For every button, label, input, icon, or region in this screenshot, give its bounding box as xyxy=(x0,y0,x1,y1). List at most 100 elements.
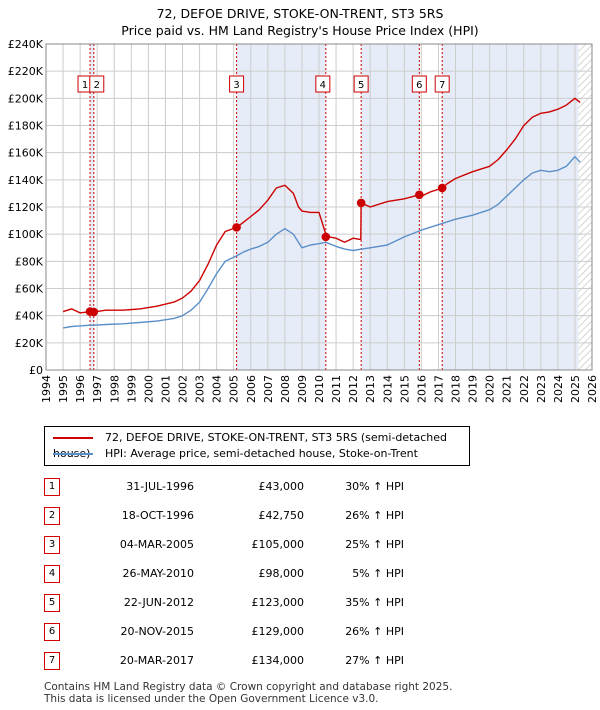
legend-item-hpi: HPI: Average price, semi-detached house,… xyxy=(53,446,418,462)
sale-price-cell: £105,000 xyxy=(194,530,305,559)
sale-label-box: 5 xyxy=(353,75,369,93)
x-tick-label: 2024 xyxy=(552,375,565,403)
x-tick-label: 1999 xyxy=(125,375,138,403)
y-tick-label: £40K xyxy=(15,310,44,323)
y-tick-label: £200K xyxy=(8,92,44,105)
sale-hpi-change-cell: 27% ↑ HPI xyxy=(304,646,404,675)
chart-title: 72, DEFOE DRIVE, STOKE-ON-TRENT, ST3 5RS… xyxy=(0,5,600,39)
sale-price: £98,000 xyxy=(258,567,305,580)
sale-label-number: 1 xyxy=(82,80,88,91)
sale-date-cell: 20-MAR-2017 xyxy=(84,646,194,675)
sale-hpi-change-cell: 5% ↑ HPI xyxy=(304,559,404,588)
legend-item-property: 72, DEFOE DRIVE, STOKE-ON-TRENT, ST3 5RS… xyxy=(53,430,469,460)
sale-hpi-change: 25% ↑ HPI xyxy=(345,538,404,551)
sale-price-cell: £129,000 xyxy=(194,617,305,646)
sale-label-box: 3 xyxy=(229,75,245,93)
sale-label-number: 4 xyxy=(320,80,326,91)
x-tick-label: 2026 xyxy=(586,375,599,403)
x-tick-label: 2001 xyxy=(159,375,172,403)
sale-hpi-change-cell: 26% ↑ HPI xyxy=(304,617,404,646)
sale-label-number: 3 xyxy=(233,80,239,91)
legend: 72, DEFOE DRIVE, STOKE-ON-TRENT, ST3 5RS… xyxy=(44,426,470,466)
sale-date: 20-NOV-2015 xyxy=(120,625,194,638)
x-tick-label: 2000 xyxy=(142,375,155,403)
x-tick-label: 1995 xyxy=(57,375,70,403)
y-tick-label: £20K xyxy=(15,337,44,350)
table-row: 5 22-JUN-2012 £123,000 35% ↑ HPI xyxy=(44,588,404,617)
table-row: 6 20-NOV-2015 £129,000 26% ↑ HPI xyxy=(44,617,404,646)
x-tick-label: 1997 xyxy=(91,375,104,403)
x-tick-label: 2004 xyxy=(211,375,224,403)
sale-point xyxy=(437,183,447,193)
footer-line-1: Contains HM Land Registry data © Crown c… xyxy=(44,681,453,693)
table-row: 4 26-MAY-2010 £98,000 5% ↑ HPI xyxy=(44,559,404,588)
sale-label-number: 2 xyxy=(94,80,100,91)
x-tick-label: 2003 xyxy=(194,375,207,403)
sale-number-cell: 3 xyxy=(44,530,84,559)
sale-point xyxy=(321,232,331,242)
x-tick-label: 2023 xyxy=(535,375,548,403)
x-tick-label: 2011 xyxy=(330,375,343,403)
x-tick-label: 2018 xyxy=(450,375,463,403)
sale-date-cell: 31-JUL-1996 xyxy=(84,472,194,501)
x-tick-label: 2007 xyxy=(262,375,275,403)
sale-number: 5 xyxy=(44,593,60,612)
sale-label-frame xyxy=(411,75,427,93)
y-tick-label: £60K xyxy=(15,283,44,296)
sale-price: £134,000 xyxy=(251,654,305,667)
plot-frame xyxy=(45,43,593,371)
sale-label-number: 7 xyxy=(439,80,445,91)
sale-point xyxy=(356,198,366,208)
y-tick-label: £0 xyxy=(29,364,43,377)
x-tick-label: 2012 xyxy=(347,375,360,403)
price-chart: £0 £20K £40K £60K £80K £100K £120K £140K £160K £1… xyxy=(8,38,599,403)
sale-point xyxy=(232,223,241,232)
sale-label-number: 5 xyxy=(358,80,364,91)
sale-number-cell: 2 xyxy=(44,501,84,530)
sale-number: 4 xyxy=(44,564,60,583)
sale-price: £43,000 xyxy=(258,480,305,493)
sale-label-box: 7 xyxy=(434,75,450,93)
sale-number: 3 xyxy=(44,535,60,554)
sale-hpi-change: 26% ↑ HPI xyxy=(345,509,404,522)
x-tick-label: 2005 xyxy=(228,375,241,403)
sale-number: 1 xyxy=(44,477,60,496)
y-tick-label: £80K xyxy=(15,255,44,268)
x-tick-label: 2002 xyxy=(177,375,190,403)
footer-line-2: This data is licensed under the Open Gov… xyxy=(44,693,379,705)
sale-hpi-change-cell: 26% ↑ HPI xyxy=(304,501,404,530)
sale-date: 22-JUN-2012 xyxy=(123,596,194,609)
x-tick-label: 2014 xyxy=(381,375,394,403)
legend-label-hpi: HPI: Average price, semi-detached house,… xyxy=(105,447,418,460)
sale-hpi-change: 5% ↑ HPI xyxy=(352,567,404,580)
x-tick-label: 2013 xyxy=(364,375,377,403)
table-row: 2 18-OCT-1996 £42,750 26% ↑ HPI xyxy=(44,501,404,530)
sale-point xyxy=(89,307,99,317)
x-tick-label: 2025 xyxy=(569,375,582,403)
x-tick-label: 2009 xyxy=(296,375,309,403)
sale-label-frame xyxy=(353,75,369,93)
sale-hpi-change: 27% ↑ HPI xyxy=(345,654,404,667)
sale-point xyxy=(415,190,424,200)
sale-hpi-change-cell: 30% ↑ HPI xyxy=(304,472,404,501)
table-row: 1 31-JUL-1996 £43,000 30% ↑ HPI xyxy=(44,472,404,501)
sale-number: 7 xyxy=(44,651,60,670)
table-row: 7 20-MAR-2017 £134,000 27% ↑ HPI xyxy=(44,646,404,675)
sale-label-frame xyxy=(229,75,245,93)
x-tick-label: 2006 xyxy=(245,375,258,403)
x-tick-label: 2010 xyxy=(313,375,326,403)
sale-hpi-change-cell: 35% ↑ HPI xyxy=(304,588,404,617)
sales-table: 1 31-JUL-1996 £43,000 30% ↑ HPI 2 18-OCT-1996… xyxy=(44,472,404,675)
title-line-2: Price paid vs. HM Land Registry's House … xyxy=(121,23,479,38)
x-tick-label: 2015 xyxy=(398,375,411,403)
y-tick-label: £220K xyxy=(8,65,44,78)
x-tick-label: 1996 xyxy=(74,375,87,403)
y-tick-label: £240K xyxy=(8,38,44,51)
sale-label-frame xyxy=(89,75,105,93)
x-tick-label: 2020 xyxy=(484,375,497,403)
sale-hpi-change: 35% ↑ HPI xyxy=(345,596,404,609)
sale-number-cell: 5 xyxy=(44,588,84,617)
sale-label-frame xyxy=(315,75,331,93)
sale-label-frame xyxy=(434,75,450,93)
y-tick-label: £140K xyxy=(8,174,44,187)
